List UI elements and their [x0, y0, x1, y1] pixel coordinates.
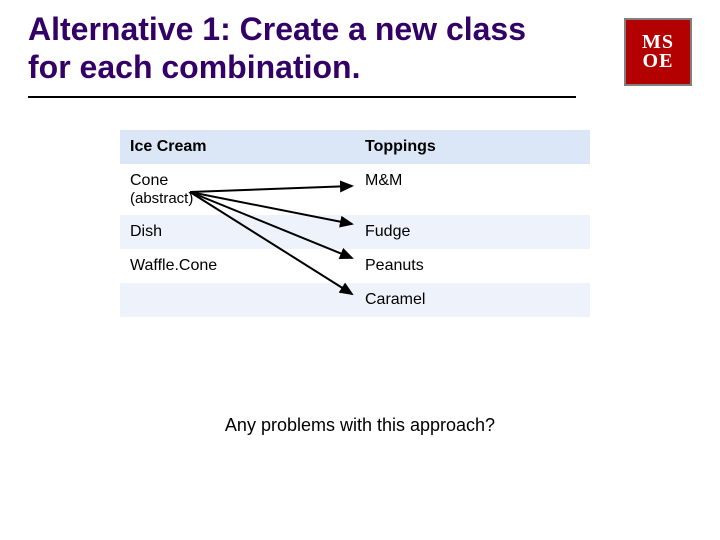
cell-topping: Caramel	[355, 283, 590, 317]
table-row: Cone (abstract) M&M	[120, 164, 590, 215]
header-toppings: Toppings	[355, 130, 590, 164]
table-row: Dish Fudge	[120, 215, 590, 249]
slide-title: Alternative 1: Create a new class for ea…	[28, 10, 558, 87]
cell-topping: Peanuts	[355, 249, 590, 283]
table-row: Waffle.Cone Peanuts	[120, 249, 590, 283]
msoe-logo: MS OE	[624, 18, 692, 86]
cell-topping: Fudge	[355, 215, 590, 249]
cell-icecream: Dish	[120, 215, 355, 249]
cell-icecream: Waffle.Cone	[120, 249, 355, 283]
caption-question: Any problems with this approach?	[0, 415, 720, 436]
cell-topping: M&M	[355, 164, 590, 215]
table-header-row: Ice Cream Toppings	[120, 130, 590, 164]
table-row: Caramel	[120, 283, 590, 317]
header-icecream: Ice Cream	[120, 130, 355, 164]
logo-line-2: OE	[643, 52, 674, 71]
cell-icecream	[120, 283, 355, 317]
cell-icecream: Cone (abstract)	[120, 164, 355, 215]
cell-subtext: (abstract)	[130, 190, 345, 207]
title-underline	[28, 96, 576, 98]
combination-table: Ice Cream Toppings Cone (abstract) M&M D…	[120, 130, 590, 317]
cell-text: Cone	[130, 172, 168, 189]
